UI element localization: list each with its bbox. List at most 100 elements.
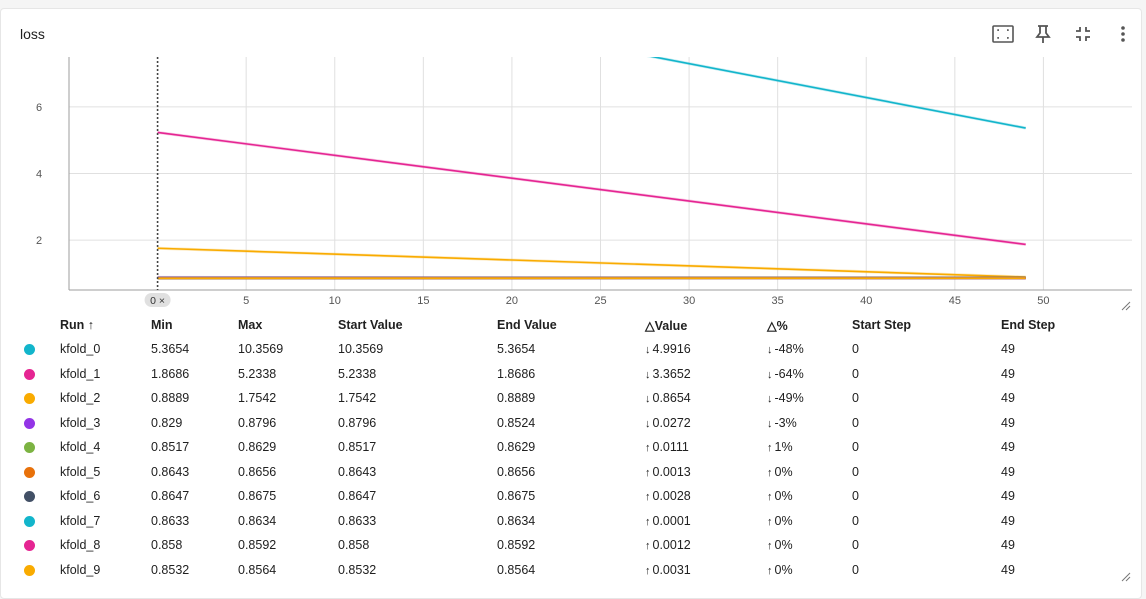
- max-column-header[interactable]: Max: [238, 318, 263, 332]
- end-step-cell: 49: [1001, 415, 1015, 430]
- delta-pct-text: 0%: [774, 489, 793, 504]
- delta-value-text: 0.0001: [652, 513, 691, 528]
- x-tick-label: 10: [329, 295, 341, 307]
- run-color-dot[interactable]: [24, 344, 35, 356]
- run-color-dot[interactable]: [24, 515, 35, 527]
- run-color-cell: [1, 411, 60, 436]
- delta-pct-cell: ↑ 0%: [767, 484, 852, 509]
- delta-value-cell: ↑ 0.0001: [645, 509, 767, 534]
- min-cell: 1.8686: [151, 366, 190, 381]
- table-row[interactable]: kfold_6 0.8647 0.8675 0.8647 0.8675 ↑ 0.0028 ↑ 0…: [1, 484, 1101, 509]
- delta-value-cell: ↑ 0.0031: [645, 558, 767, 583]
- run-name-cell: kfold_0: [60, 342, 101, 357]
- table-row[interactable]: kfold_7 0.8633 0.8634 0.8633 0.8634 ↑ 0.0001 ↑ 0…: [1, 509, 1101, 534]
- run-color-dot[interactable]: [24, 466, 35, 478]
- min-cell: 0.8643: [151, 464, 190, 479]
- start-step-cell: 0: [852, 391, 859, 406]
- direction-arrow: ↓: [645, 417, 651, 430]
- start-step-cell: 0: [852, 464, 859, 479]
- run-color-dot[interactable]: [24, 393, 35, 405]
- max-cell: 1.7542: [238, 391, 277, 406]
- table-row[interactable]: kfold_8 0.858 0.8592 0.858 0.8592 ↑ 0.0012 ↑ 0% 0…: [1, 533, 1101, 558]
- collapse-button[interactable]: [1069, 21, 1097, 47]
- delta-pct-text: 1%: [774, 440, 793, 455]
- series-line-shadow-kfold_0: [646, 57, 1026, 130]
- run-color-dot[interactable]: [24, 540, 35, 552]
- end-step-cell: 49: [1001, 464, 1015, 479]
- direction-arrow: ↓: [645, 393, 651, 406]
- run-color-cell: [1, 460, 60, 485]
- start-value-column-header[interactable]: Start Value: [338, 318, 403, 332]
- series-line-kfold_1[interactable]: [157, 131, 1026, 246]
- start-step-cell: 0: [852, 415, 859, 430]
- table-row[interactable]: kfold_9 0.8532 0.8564 0.8532 0.8564 ↑ 0.0031 ↑ 0…: [1, 558, 1101, 583]
- table-row[interactable]: kfold_5 0.8643 0.8656 0.8643 0.8656 ↑ 0.0013 ↑ 0…: [1, 460, 1101, 485]
- start-step-column-header[interactable]: Start Step: [852, 318, 912, 332]
- min-column-header[interactable]: Min: [151, 318, 173, 332]
- delta-pct-column-header[interactable]: △%: [767, 318, 788, 333]
- line-chart[interactable]: 5 10 15 20 25 30 35 40 45 50 2 4 6 0 ×: [1, 57, 1143, 317]
- chart-resize-handle[interactable]: [1121, 301, 1131, 311]
- start-value-cell: 1.7542: [338, 391, 377, 406]
- delta-pct-cell: ↓ -48%: [767, 337, 852, 362]
- delta-value-text: 0.0012: [652, 538, 691, 553]
- end-step-cell: 49: [1001, 366, 1015, 381]
- min-cell: 0.8532: [151, 562, 190, 577]
- delta-pct-text: -3%: [774, 415, 797, 430]
- direction-arrow: ↑: [645, 515, 651, 528]
- step-cursor-chip[interactable]: [144, 293, 171, 307]
- series-line-kfold_2[interactable]: [157, 247, 1026, 278]
- delta-value-column-header[interactable]: △Value: [645, 318, 688, 333]
- start-step-cell: 0: [852, 366, 859, 381]
- start-step-cell: 0: [852, 513, 859, 528]
- series-line-kfold_0[interactable]: [158, 57, 1026, 129]
- direction-arrow: ↑: [767, 491, 773, 504]
- start-value-cell: 0.8633: [338, 513, 377, 528]
- more-options-button[interactable]: [1109, 21, 1137, 47]
- end-step-column-header[interactable]: End Step: [1001, 318, 1056, 332]
- min-cell: 0.8633: [151, 513, 190, 528]
- color-column-header: [1, 313, 60, 337]
- table-row[interactable]: kfold_0 5.3654 10.3569 10.3569 5.3654 ↓ 4.9916…: [1, 337, 1101, 362]
- run-color-dot[interactable]: [24, 491, 35, 503]
- end-value-cell: 0.8592: [497, 538, 536, 553]
- table-header-row: Run ↑ Min Max Start Value End Value △Val…: [1, 313, 1101, 337]
- fit-domain-button[interactable]: [989, 21, 1017, 47]
- end-step-cell: 49: [1001, 391, 1015, 406]
- min-cell: 0.8889: [151, 391, 190, 406]
- end-value-cell: 0.8675: [497, 489, 536, 504]
- start-value-cell: 0.8647: [338, 489, 377, 504]
- run-name-cell: kfold_8: [60, 538, 101, 553]
- table-row[interactable]: kfold_3 0.829 0.8796 0.8796 0.8524 ↓ 0.0272 ↓ -3…: [1, 411, 1101, 436]
- run-color-dot[interactable]: [24, 368, 35, 380]
- table-row[interactable]: kfold_2 0.8889 1.7542 1.7542 0.8889 ↓ 0.8654 ↓ -…: [1, 386, 1101, 411]
- max-cell: 0.8592: [238, 538, 277, 553]
- end-step-cell: 49: [1001, 513, 1015, 528]
- collapse-icon: [1076, 27, 1090, 41]
- run-color-dot[interactable]: [24, 417, 35, 429]
- delta-pct-cell: ↑ 0%: [767, 558, 852, 583]
- end-value-cell: 0.8656: [497, 464, 536, 479]
- x-tick-label: 20: [506, 295, 518, 307]
- table-resize-handle[interactable]: [1121, 572, 1131, 582]
- pin-button[interactable]: [1029, 21, 1057, 47]
- delta-value-cell: ↓ 3.3652: [645, 362, 767, 387]
- x-tick-label: 50: [1037, 295, 1049, 307]
- run-color-cell: [1, 435, 60, 460]
- end-step-cell: 49: [1001, 489, 1015, 504]
- run-color-dot[interactable]: [24, 442, 35, 454]
- delta-value-cell: ↓ 0.0272: [645, 411, 767, 436]
- max-cell: 0.8796: [238, 415, 277, 430]
- end-value-column-header[interactable]: End Value: [497, 318, 557, 332]
- delta-value-cell: ↓ 0.8654: [645, 386, 767, 411]
- table-row[interactable]: kfold_4 0.8517 0.8629 0.8517 0.8629 ↑ 0.0111 ↑ 1…: [1, 435, 1101, 460]
- run-color-dot[interactable]: [24, 564, 35, 576]
- delta-value-cell: ↑ 0.0028: [645, 484, 767, 509]
- run-column-header[interactable]: Run ↑: [60, 318, 95, 332]
- start-value-cell: 0.8796: [338, 415, 377, 430]
- start-step-cell: 0: [852, 489, 859, 504]
- direction-arrow: ↑: [645, 466, 651, 479]
- table-row[interactable]: kfold_1 1.8686 5.2338 5.2338 1.8686 ↓ 3.3652 ↓ -…: [1, 362, 1101, 387]
- min-cell: 0.858: [151, 538, 183, 553]
- start-value-cell: 10.3569: [338, 342, 384, 357]
